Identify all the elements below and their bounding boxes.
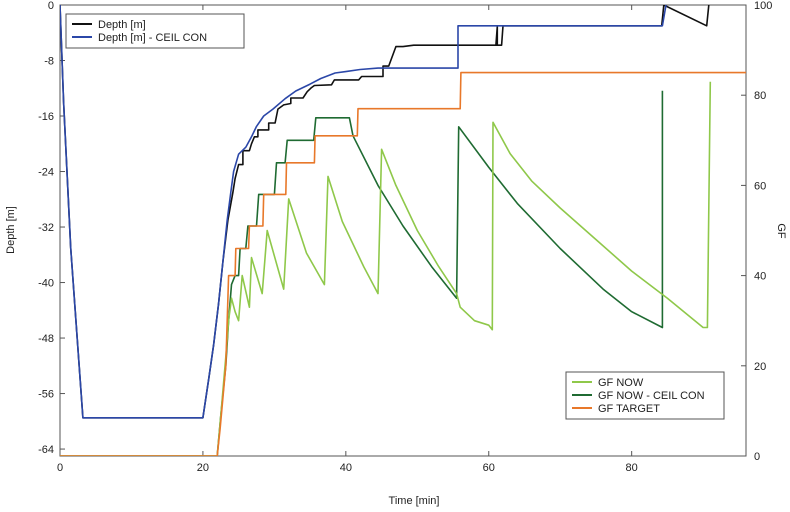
legend-entry-label: Depth [m]	[98, 19, 146, 31]
legend-box	[65, 13, 245, 49]
y-right-tick-label: 40	[754, 271, 766, 283]
y-left-tick-label: -32	[38, 222, 54, 234]
y-right-tick-label: 80	[754, 90, 766, 102]
series-layer	[60, 5, 746, 456]
y-left-tick-label: -40	[38, 278, 54, 290]
series-line-gf-target	[60, 71, 746, 456]
x-tick-label: 20	[197, 462, 209, 474]
y-axis-left-label: Depth [m]	[5, 206, 17, 254]
y-right-tick-label: 100	[754, 0, 772, 12]
legend-entry-label: GF TARGET	[598, 403, 660, 415]
y-axis-right-label: GF	[775, 223, 787, 239]
legend-box	[565, 371, 725, 420]
y-left-tick-label: -8	[44, 56, 54, 68]
series-line-gf-now-ceil-con	[60, 90, 664, 456]
y-right-tick-label: 60	[754, 180, 766, 192]
series-line-gf-now	[60, 81, 712, 456]
y-left-tick-label: -64	[38, 444, 54, 456]
y-left-tick-label: -56	[38, 389, 54, 401]
legend-entry-label: GF NOW - CEIL CON	[598, 390, 705, 402]
legend-top-left: Depth [m]Depth [m] - CEIL CON	[65, 13, 245, 49]
y-left-tick-label: 0	[48, 0, 54, 12]
x-tick-label: 40	[340, 462, 352, 474]
y-left-tick-label: -48	[38, 333, 54, 345]
series-line-depth-m-ceil-con	[60, 5, 667, 419]
series-line-depth-m	[60, 5, 710, 419]
axes-layer: 0 20 40 60 800-8-16-24-32-40-48-56-640204060…	[38, 0, 772, 474]
y-left-tick-label: -16	[38, 111, 54, 123]
plot-frame	[59, 4, 747, 457]
legend-entry-label: Depth [m] - CEIL CON	[98, 32, 207, 44]
y-right-tick-label: 0	[754, 451, 760, 463]
x-tick-label: 80	[626, 462, 638, 474]
x-tick-label: 60	[483, 462, 495, 474]
legend-entry-label: GF NOW	[598, 377, 644, 389]
y-left-tick-label: -24	[38, 167, 54, 179]
x-tick-label: 0	[57, 462, 63, 474]
x-axis-label: Time [min]	[389, 495, 440, 507]
y-right-tick-label: 20	[754, 361, 766, 373]
